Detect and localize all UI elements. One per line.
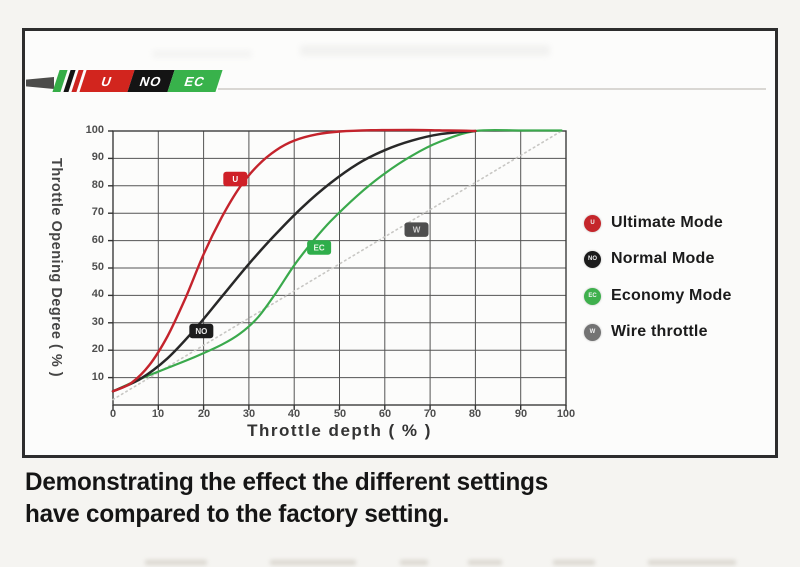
badge-label: EC [314, 243, 325, 252]
print-ghost [300, 45, 550, 56]
curve-economy-mode [111, 128, 563, 393]
legend-label: Normal Mode [611, 250, 715, 267]
x-tick-label: 10 [151, 408, 165, 420]
legend-label: Wire throttle [611, 323, 708, 340]
legend-dot-u-icon: U [584, 214, 601, 232]
legend-item-economy-mode: EC Economy Mode [584, 287, 732, 305]
y-tick-label: 80 [91, 179, 104, 191]
print-artifact [270, 560, 356, 565]
badge-label: W [413, 226, 421, 235]
legend-dot-no-icon: NO [584, 250, 601, 268]
x-tick-label: 60 [378, 408, 392, 420]
curve-wire-throttle [112, 130, 563, 401]
throttle-curve-plot: W EC NO U [108, 128, 567, 410]
caption-line-1: Demonstrating the effect the different s… [25, 468, 549, 496]
legend-item-wire-throttle: W Wire throttle [584, 323, 708, 341]
unoec-logo: U NO EC [52, 70, 223, 92]
y-tick-label: 100 [85, 124, 104, 136]
x-tick-label: 0 [109, 408, 117, 420]
y-tick-label: 60 [91, 234, 104, 246]
badge-label: U [232, 175, 238, 184]
logo-tail-bar [26, 77, 54, 89]
y-axis-title: Throttle Opening Degree ( % ) [48, 158, 64, 378]
legend-item-ultimate-mode: U Ultimate Mode [584, 214, 723, 232]
print-artifact [468, 560, 502, 565]
x-tick-label: 80 [468, 408, 482, 420]
x-tick-label: 30 [242, 408, 256, 420]
x-tick-label: 70 [423, 408, 437, 420]
x-axis-title: Throttle depth ( % ) [247, 421, 432, 440]
figure-frame [22, 28, 778, 458]
y-tick-label: 10 [91, 371, 104, 383]
logo-rule-line [218, 88, 766, 90]
legend-dot-w-icon: W [584, 323, 601, 341]
print-artifact [648, 560, 736, 565]
legend-item-normal-mode: NO Normal Mode [584, 250, 715, 268]
x-tick-label: 20 [197, 408, 211, 420]
curve-ultimate-mode [111, 128, 477, 393]
print-ghost [152, 50, 252, 58]
y-tick-label: 40 [91, 288, 104, 300]
x-tick-label: 90 [514, 408, 528, 420]
badge-ec [307, 240, 332, 255]
logo-segment-ec: EC [167, 70, 223, 92]
caption-line-2: have compared to the factory setting. [25, 500, 450, 528]
badge-no [189, 323, 214, 339]
logo-segment-u: U [79, 70, 135, 92]
y-tick-label: 30 [91, 316, 104, 328]
print-artifact [145, 560, 207, 565]
y-tick-label: 20 [91, 343, 104, 355]
y-tick-label: 50 [91, 261, 104, 273]
badge-label: NO [195, 327, 207, 336]
legend-label: Ultimate Mode [611, 214, 723, 231]
badge-u [223, 171, 248, 187]
y-tick-label: 90 [91, 151, 104, 163]
x-tick-label: 100 [556, 408, 576, 420]
print-artifact [400, 560, 428, 565]
badge-w [404, 222, 429, 237]
print-artifact [553, 560, 595, 565]
curve-normal-mode [111, 129, 477, 393]
legend-dot-ec-icon: EC [584, 287, 601, 305]
x-tick-label: 50 [333, 408, 347, 420]
x-tick-label: 40 [287, 408, 301, 420]
legend-label: Economy Mode [611, 287, 732, 304]
y-tick-label: 70 [91, 206, 104, 218]
